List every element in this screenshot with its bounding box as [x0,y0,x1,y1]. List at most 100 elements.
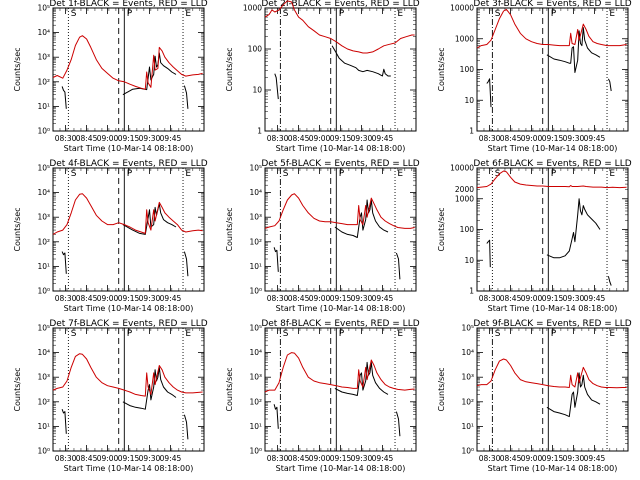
y-axis-label: Counts/sec [13,367,22,411]
x-tick-label: 08:30 [55,134,77,143]
event-marker-p: P [339,169,345,179]
event-marker-p: P [551,329,557,339]
panel-title: Det 6f-BLACK = Events, RED = LLD [473,159,631,169]
y-tick-label: 10 [464,256,474,265]
x-tick-label: 08:30 [55,454,77,463]
x-tick-label: 09:30 [139,134,161,143]
y-tick-label: 10⁵ [249,164,262,173]
y-tick-label: 10⁰ [461,447,474,456]
y-tick-label: 10³ [37,373,50,382]
series-events-line [122,52,177,96]
series-lld-line [264,352,415,393]
y-tick-label: 10⁵ [249,324,262,333]
x-tick-label: 09:30 [351,454,373,463]
event-marker-s: S [71,9,77,19]
x-tick-label: 09:00 [521,294,543,303]
event-marker-s: S [283,169,289,179]
y-tick-label: 1 [469,127,474,136]
x-tick-label: 09:45 [160,134,182,143]
series-events-line [546,198,601,259]
y-tick-label: 10 [464,96,474,105]
panel-2: Det 2f-BLACK = Events, RED = LLD 1 10 100 10… [225,0,420,153]
x-tick-label: 09:45 [160,454,182,463]
series-events-line [61,251,67,274]
panel-4: Det 4f-BLACK = Events, RED = LLD 10⁰ 10¹ 10… [13,159,208,313]
series-lld-line [476,170,627,189]
y-tick-label: 10¹ [461,422,474,431]
x-axis-label: Start Time (10-Mar-14 08:18:00) [488,304,618,313]
x-axis-label: Start Time (10-Mar-14 08:18:00) [488,144,618,153]
y-tick-label: 10⁴ [37,348,50,357]
plot-frame [52,327,205,452]
y-tick-label: 10000 [450,4,474,13]
event-marker-e: E [397,9,403,19]
y-tick-label: 100 [248,45,263,54]
panel-title: Det 8f-BLACK = Events, RED = LLD [261,319,419,329]
event-marker-e: E [185,169,191,179]
x-tick-label: 09:00 [97,454,119,463]
y-tick-label: 10³ [249,213,262,222]
y-tick-label: 10⁴ [249,348,262,357]
x-tick-label: 08:45 [76,134,98,143]
series-events-line [546,372,601,418]
panel-9: Det 9f-BLACK = Events, RED = LLD 10⁰ 10¹ 10… [437,319,632,473]
event-marker-p: P [127,9,133,19]
event-marker-e: E [185,329,191,339]
x-axis-label: Start Time (10-Mar-14 08:18:00) [276,304,406,313]
series-events-line [274,73,279,100]
y-tick-label: 10⁵ [37,4,50,13]
x-tick-label: 09:30 [563,294,585,303]
x-tick-label: 09:15 [330,134,352,143]
event-marker-s: S [71,169,77,179]
series-events-line [607,78,612,92]
x-tick-label: 09:15 [542,294,564,303]
series-events-line [273,247,279,272]
x-tick-label: 09:15 [330,294,352,303]
x-tick-label: 09:30 [139,454,161,463]
x-tick-label: 09:00 [521,454,543,463]
x-tick-label: 08:30 [267,294,289,303]
x-tick-label: 09:00 [309,454,331,463]
x-tick-label: 09:15 [118,294,140,303]
x-tick-label: 09:45 [372,134,394,143]
panel-title: Det 1f-BLACK = Events, RED = LLD [49,0,207,9]
y-tick-label: 10⁴ [37,28,50,37]
x-axis-label: Start Time (10-Mar-14 08:18:00) [64,464,194,473]
y-tick-label: 10⁵ [37,164,50,173]
y-tick-label: 10⁵ [461,324,474,333]
y-tick-label: 1000 [455,194,474,203]
x-tick-label: 09:45 [584,134,606,143]
x-tick-label: 08:45 [288,294,310,303]
series-events-line [61,86,67,109]
x-axis-label: Start Time (10-Mar-14 08:18:00) [64,144,194,153]
panel-title: Det 5f-BLACK = Events, RED = LLD [261,159,419,169]
x-tick-label: 09:00 [97,294,119,303]
panel-8: Det 8f-BLACK = Events, RED = LLD 10⁰ 10¹ 10… [225,319,420,473]
panel-title: Det 2f-BLACK = Events, RED = LLD [261,0,419,9]
event-marker-p: P [339,9,345,19]
x-tick-label: 09:15 [330,454,352,463]
event-marker-s: S [495,169,501,179]
plot-frame [476,7,629,132]
event-marker-s: S [495,329,501,339]
series-lld-line [476,358,627,389]
plot-frame [264,327,417,452]
series-events-line [395,252,401,280]
series-lld-line [52,193,203,235]
plot-frame [264,7,417,132]
x-tick-label: 09:45 [160,294,182,303]
x-tick-label: 09:00 [521,134,543,143]
x-tick-label: 08:45 [76,454,98,463]
panel-title: Det 9f-BLACK = Events, RED = LLD [473,319,631,329]
y-tick-label: 10¹ [249,422,262,431]
event-marker-e: E [609,329,615,339]
event-marker-p: P [339,329,345,339]
y-tick-label: 10⁰ [249,447,262,456]
y-tick-label: 2000 [455,185,474,194]
panel-title: Det 7f-BLACK = Events, RED = LLD [49,319,207,329]
y-tick-label: 10² [249,237,262,246]
series-events-line [183,414,189,440]
y-tick-label: 1 [469,287,474,296]
panel-5: Det 5f-BLACK = Events, RED = LLD 10⁰ 10¹ 10… [225,159,420,313]
